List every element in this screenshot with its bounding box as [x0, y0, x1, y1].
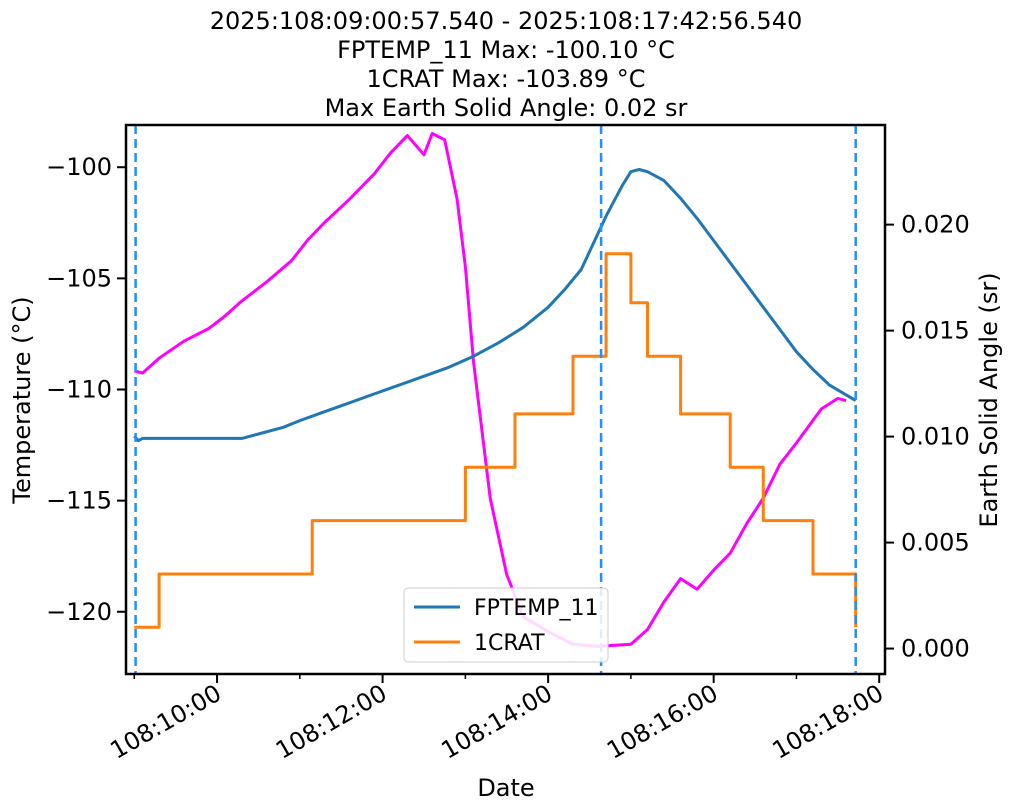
x-tick-label: 108:10:00: [105, 679, 226, 765]
y2-tick-label: 0.010: [901, 423, 970, 451]
y-tick-label: −100: [46, 153, 112, 181]
x-tick-label: 108:12:00: [271, 679, 392, 765]
y2-tick-label: 0.020: [901, 211, 970, 239]
plot-area: [133, 125, 858, 674]
title-line-4: Max Earth Solid Angle: 0.02 sr: [325, 94, 688, 122]
series-line-earth-solid-angle: [133, 132, 847, 648]
y-tick-label: −110: [46, 375, 112, 403]
y-axis-label: Temperature (°C): [8, 296, 36, 504]
y2-tick-label: 0.015: [901, 317, 970, 345]
title-line-3: 1CRAT Max: -103.89 °C: [367, 65, 646, 93]
series-line-fptemp11: [133, 168, 857, 443]
legend: FPTEMP_11 1CRAT: [403, 587, 609, 663]
y-tick-label: −120: [46, 598, 112, 626]
y2-axis-label: Earth Solid Angle (sr): [975, 272, 1003, 527]
x-axis-label: Date: [477, 774, 534, 802]
x-tick-label: 108:16:00: [602, 679, 723, 765]
y2-tick-label: 0.005: [901, 529, 970, 557]
plot-frame: [124, 123, 887, 676]
x-tick-label: 108:14:00: [437, 679, 558, 765]
x-tick-label: 108:18:00: [768, 679, 889, 765]
y-tick-label: −115: [46, 487, 112, 515]
series-line-1crat: [134, 252, 858, 629]
title-line-2: FPTEMP_11 Max: -100.10 °C: [337, 36, 675, 64]
legend-label-1crat: 1CRAT: [474, 631, 545, 656]
y-tick-label: −105: [46, 264, 112, 292]
chart-title: 2025:108:09:00:57.540 - 2025:108:17:42:5…: [210, 7, 803, 122]
title-line-1: 2025:108:09:00:57.540 - 2025:108:17:42:5…: [210, 7, 803, 35]
y2-tick-label: 0.000: [901, 635, 970, 663]
legend-label-fptemp11: FPTEMP_11: [474, 596, 599, 621]
